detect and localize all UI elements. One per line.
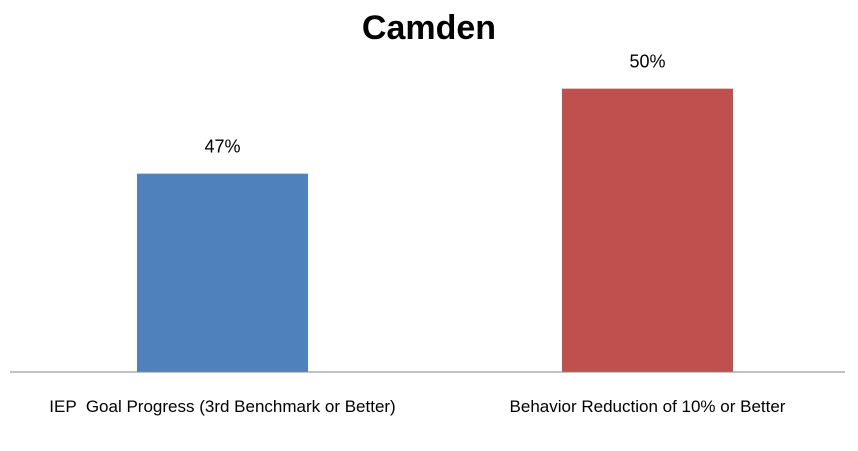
chart-title: Camden [362,9,496,47]
data-label: 50% [629,51,665,71]
data-label: 47% [204,136,240,156]
x-tick-label: Behavior Reduction of 10% or Better [509,397,786,416]
bar [137,173,308,372]
bar [562,88,733,373]
x-tick-label: IEP Goal Progress (3rd Benchmark or Bett… [49,397,396,416]
